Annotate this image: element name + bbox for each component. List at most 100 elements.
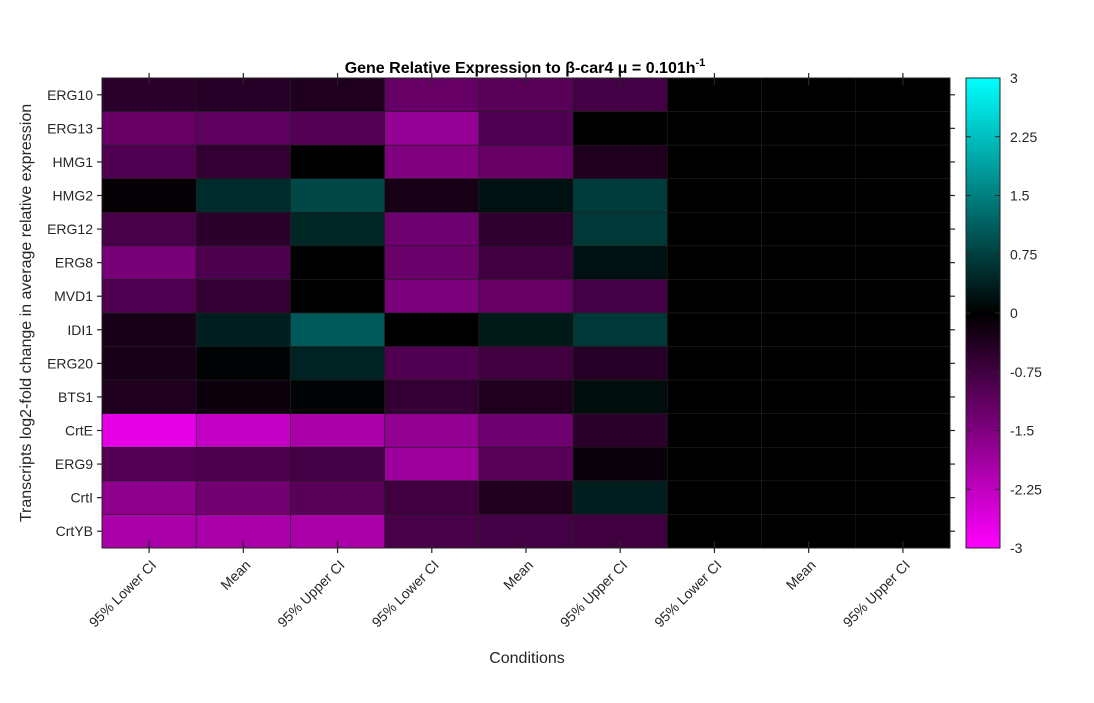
heatmap-cell (195, 279, 291, 314)
heatmap-cell (761, 111, 857, 146)
heatmap-cell (195, 211, 291, 247)
heatmap-cell (290, 211, 385, 247)
heatmap-cell (195, 144, 291, 180)
heatmap-cell (761, 480, 857, 515)
heatmap-cell (572, 211, 668, 247)
heatmap-cell (667, 245, 762, 280)
heatmap-cell (384, 178, 480, 213)
heatmap-cell (667, 446, 762, 482)
x-tick-label: 95% Upper CI (274, 557, 347, 630)
heatmap-cell (478, 413, 574, 448)
heatmap-cell (572, 379, 668, 415)
heatmap-cell (855, 480, 951, 515)
x-tick-label: Mean (500, 557, 536, 593)
heatmap-cell (101, 379, 197, 415)
colorbar (965, 77, 1001, 549)
y-tick-label: CrtE (65, 423, 93, 439)
heatmap-cell (478, 211, 574, 247)
heatmap-cell (855, 346, 951, 381)
x-tick-label: 95% Lower CI (368, 557, 441, 630)
heatmap-cell (478, 312, 574, 347)
heatmap-cell (572, 413, 668, 448)
heatmap-cell (572, 178, 668, 213)
heatmap-cell (572, 279, 668, 314)
colorbar-tick-label: 1.5 (1010, 188, 1030, 204)
heatmap-cell (384, 111, 480, 146)
heatmap-cell (384, 245, 480, 280)
y-tick-label: ERG9 (55, 456, 93, 472)
heatmap-cell (384, 211, 480, 247)
heatmap-cell (572, 144, 668, 180)
heatmap-cell (478, 178, 574, 213)
heatmap-cell (761, 346, 857, 381)
colorbar-tick-label: 3 (1010, 70, 1018, 86)
colorbar-tick-label: -2.25 (1010, 481, 1042, 497)
heatmap-cell (290, 312, 385, 347)
y-tick-label: MVD1 (54, 288, 93, 304)
heatmap-cell (478, 446, 574, 482)
heatmap-cell (290, 279, 385, 314)
heatmap-cell (572, 446, 668, 482)
heatmap-cell (195, 245, 291, 280)
y-tick-label: CrtYB (56, 523, 93, 539)
heatmap-cell (195, 111, 291, 146)
heatmap-cell (761, 245, 857, 280)
heatmap-cell (761, 413, 857, 448)
heatmap-cell (855, 111, 951, 146)
heatmap-cell (478, 245, 574, 280)
heatmap-cell (667, 413, 762, 448)
heatmap-cell (572, 111, 668, 146)
heatmap-cell (667, 211, 762, 247)
heatmap-cell (761, 279, 857, 314)
heatmap-cell (855, 245, 951, 280)
y-tick-label: ERG20 (47, 355, 93, 371)
heatmap-cell (384, 413, 480, 448)
y-tick-label: ERG12 (47, 221, 93, 237)
x-tick-label: 95% Upper CI (840, 557, 913, 630)
colorbar-tick-label: 0.75 (1010, 246, 1037, 262)
heatmap-cell (384, 312, 480, 347)
heatmap-cell (761, 211, 857, 247)
heatmap-cell (667, 379, 762, 415)
heatmap-cell (101, 312, 197, 347)
heatmap-cell (855, 379, 951, 415)
heatmap-cell (667, 279, 762, 314)
heatmap-cell (195, 346, 291, 381)
heatmap-cell (384, 379, 480, 415)
heatmap-cell (855, 144, 951, 180)
heatmap-cell (101, 144, 197, 180)
heatmap-cell (855, 279, 951, 314)
heatmap-cells (101, 77, 951, 549)
heatmap-cell (384, 346, 480, 381)
heatmap-cell (761, 144, 857, 180)
heatmap-cell (761, 379, 857, 415)
heatmap-cell (101, 211, 197, 247)
heatmap-cell (855, 178, 951, 213)
heatmap-cell (195, 379, 291, 415)
heatmap-cell (572, 312, 668, 347)
x-tick-label: Mean (783, 557, 819, 593)
heatmap-cell (478, 279, 574, 314)
heatmap-cell (384, 279, 480, 314)
heatmap-cell (572, 245, 668, 280)
y-tick-label: IDI1 (67, 322, 93, 338)
heatmap-cell (761, 446, 857, 482)
heatmap-cell (290, 111, 385, 146)
heatmap-cell (761, 312, 857, 347)
heatmap-cell (290, 144, 385, 180)
heatmap-cell (101, 480, 197, 515)
y-tick-label: BTS1 (58, 389, 93, 405)
heatmap-cell (478, 379, 574, 415)
heatmap-cell (667, 178, 762, 213)
heatmap-cell (101, 279, 197, 314)
heatmap-cell (478, 480, 574, 515)
y-tick-label: ERG10 (47, 87, 93, 103)
heatmap-cell (667, 111, 762, 146)
heatmap-cell (667, 480, 762, 515)
heatmap-cell (667, 312, 762, 347)
heatmap-cell (290, 480, 385, 515)
y-ticks: ERG10 ERG13 HMG1 HMG2 ERG12 ERG8 MVD1 IDI1 ERG20… (47, 87, 955, 539)
heatmap-cell (101, 446, 197, 482)
heatmap-cell (761, 178, 857, 213)
x-tick-label: 95% Lower CI (86, 557, 159, 630)
